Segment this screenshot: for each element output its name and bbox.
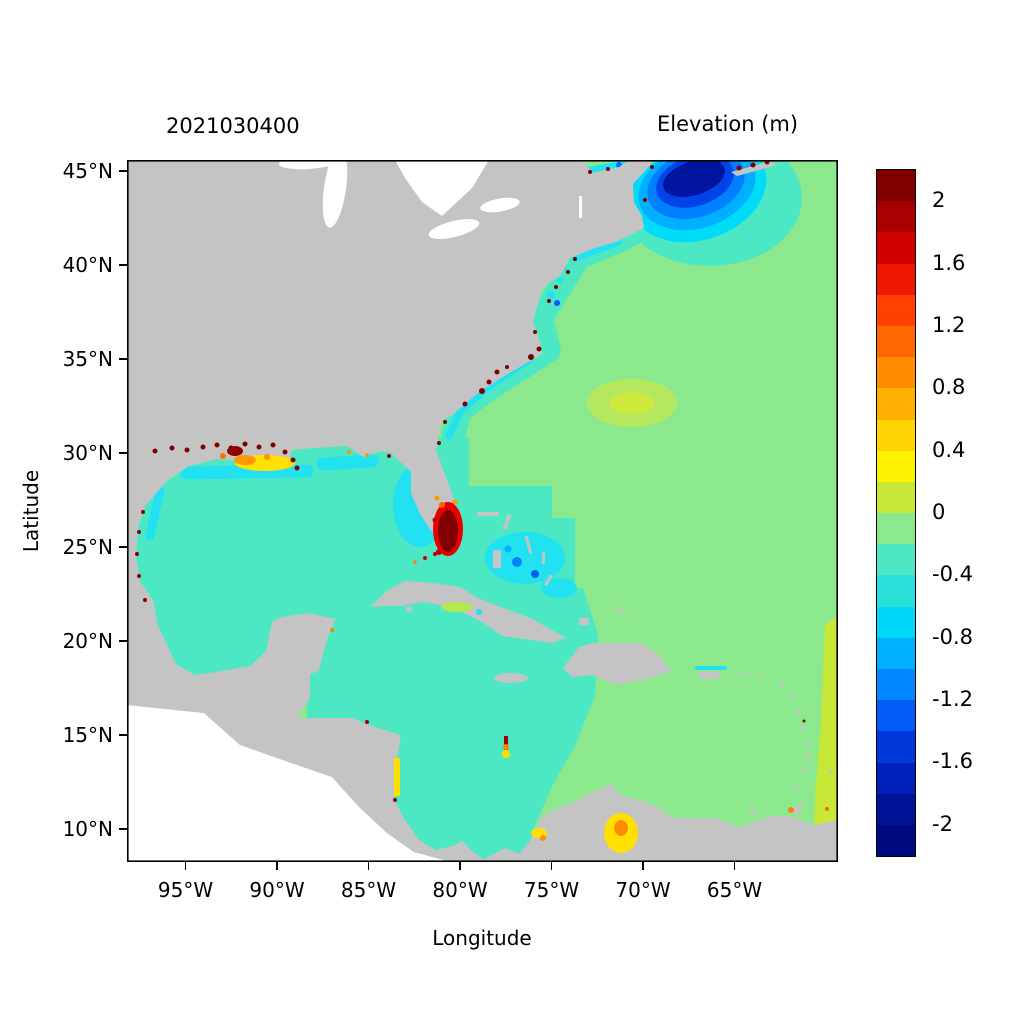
x-tick (642, 862, 644, 870)
x-tick-label: 90°W (249, 878, 305, 902)
colorbar-segment (877, 481, 915, 514)
y-tick-label: 15°N (62, 723, 113, 748)
y-tick (119, 546, 127, 549)
colorbar-label: -0.4 (932, 562, 973, 587)
y-axis-title: Latitude (19, 469, 43, 553)
great-lakes (279, 160, 582, 239)
coastal-extreme-cells (135, 160, 829, 853)
x-tick-label: 95°W (157, 878, 214, 902)
pacific-no-data (127, 705, 451, 862)
y-tick-label: 25°N (62, 535, 113, 560)
colorbar-label: -2 (932, 811, 953, 836)
y-tick (119, 640, 127, 643)
gulf-of-maine-low (629, 160, 767, 243)
colorbar-label: 0 (932, 500, 946, 524)
y-tick-label: 35°N (62, 347, 113, 372)
x-tick (367, 862, 370, 870)
colorbar-segment (877, 294, 915, 326)
x-axis-title: Longitude (432, 926, 532, 950)
y-tick (119, 264, 127, 267)
y-tick-label: 45°N (62, 159, 113, 184)
colorbar-segment (877, 575, 915, 607)
plot-border (127, 160, 838, 862)
colorbar-segment (877, 700, 915, 732)
colorbar-label: -1.6 (932, 749, 973, 774)
x-tick-label: 85°W (340, 878, 397, 902)
y-tick-label: 20°N (62, 629, 113, 654)
plot-title: Elevation (m) (657, 112, 799, 136)
colorbar-label: 0.8 (932, 375, 966, 400)
colorbar-label: 1.6 (932, 250, 966, 275)
colorbar-segment (877, 824, 915, 857)
colorbar-label: 1.2 (932, 312, 966, 337)
colorbar-segment (877, 544, 915, 576)
x-tick (459, 862, 461, 870)
colorbar-label: 2 (932, 188, 946, 213)
colorbar-segment (877, 450, 915, 482)
x-tick-label: 75°W (523, 878, 580, 902)
x-tick (276, 862, 278, 870)
y-tick (119, 452, 127, 455)
colorbar (876, 169, 916, 857)
colorbar-segment (877, 170, 915, 202)
x-tick-label: 80°W (432, 878, 488, 902)
colorbar-segment (877, 201, 915, 233)
colorbar-segment (877, 232, 915, 264)
colorbar-segment (877, 669, 915, 701)
y-tick (119, 734, 127, 737)
plot-timestamp: 2021030400 (166, 114, 300, 138)
colorbar-segment (877, 357, 915, 389)
x-tick-label: 70°W (615, 878, 671, 902)
y-tick (119, 170, 127, 173)
map-canvas (127, 160, 838, 862)
y-tick-label: 30°N (62, 441, 113, 466)
colorbar-label: 0.4 (932, 437, 966, 462)
land-nova-scotia (731, 161, 777, 176)
colorbar-segment (877, 263, 915, 295)
colorbar-label: -0.8 (932, 624, 973, 649)
land-south-america (479, 784, 838, 862)
colorbar-segment (877, 606, 915, 638)
colorbar-segment (877, 637, 915, 669)
colorbar-segment (877, 325, 915, 358)
x-tick (733, 862, 736, 870)
colorbar-segment (877, 793, 915, 825)
x-tick-label: 65°W (706, 878, 763, 902)
y-tick (119, 828, 127, 831)
land-islands (370, 512, 833, 814)
colorbar-segment (877, 419, 915, 451)
y-tick-label: 10°N (62, 817, 113, 842)
colorbar-label: -1.2 (932, 687, 973, 712)
land-north-central-america (127, 160, 655, 862)
x-tick (550, 862, 553, 870)
y-tick-label: 40°N (62, 253, 113, 278)
colorbar-segment (877, 762, 915, 794)
x-tick (184, 862, 187, 870)
colorbar-segment (877, 388, 915, 420)
y-tick (119, 358, 127, 361)
colorbar-segment (877, 513, 915, 545)
colorbar-segment (877, 731, 915, 763)
